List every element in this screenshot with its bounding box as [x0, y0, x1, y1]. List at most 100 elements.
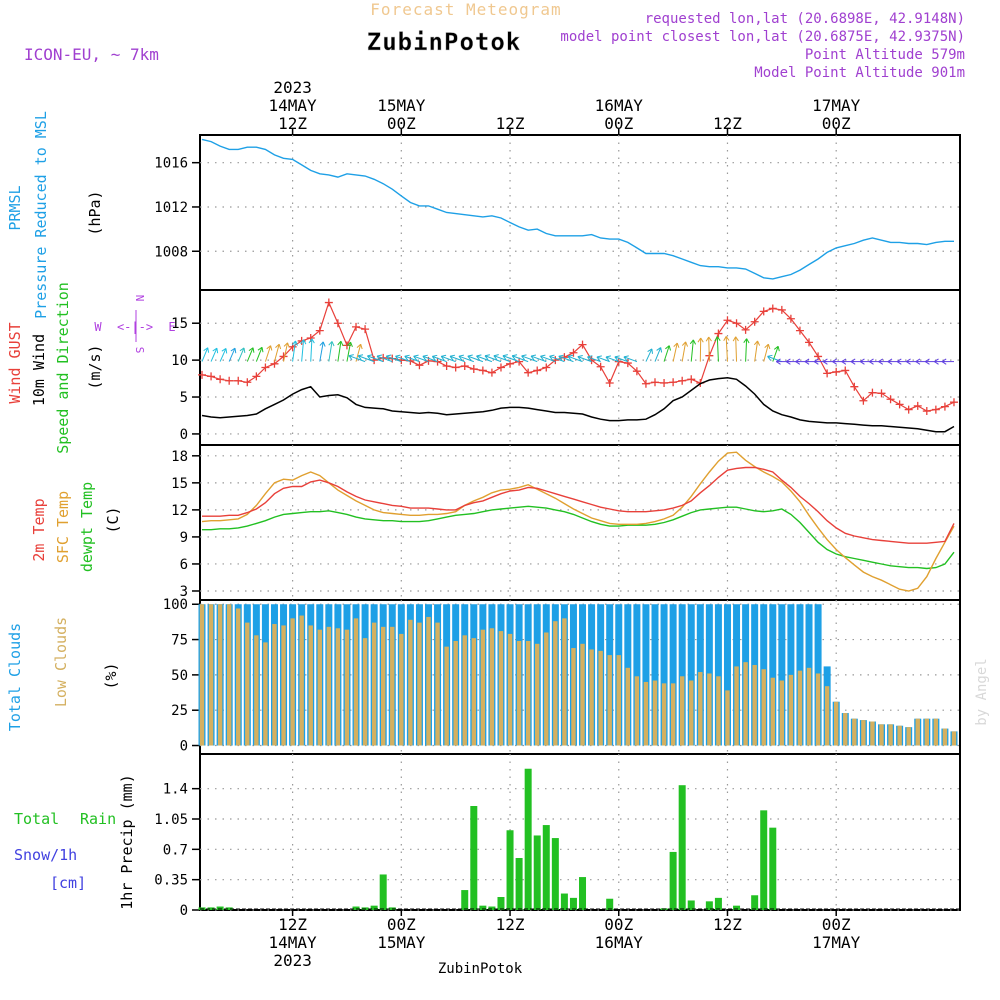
- gust-marker: [886, 395, 895, 404]
- low-cloud-bar: [326, 626, 332, 746]
- gust-marker: [578, 340, 587, 349]
- gust-marker: [524, 368, 533, 377]
- wind-arrow: [690, 339, 694, 362]
- low-cloud-bar: [661, 683, 667, 746]
- wind-arrow-head: [521, 354, 527, 361]
- gust-marker: [651, 378, 659, 387]
- wind-arrow-head: [767, 354, 773, 361]
- low-cloud-bar: [571, 648, 576, 746]
- wind-arrow-head: [319, 341, 326, 347]
- low-cloud-bar: [399, 633, 404, 746]
- pressure-line: [201, 138, 954, 280]
- rain-bar: [678, 785, 686, 910]
- rain-bar: [461, 890, 469, 910]
- time-top-label: 12Z: [713, 114, 742, 133]
- wind-arrow: [319, 341, 324, 362]
- rain-bar: [542, 825, 550, 910]
- temp-ytick-label: 9: [180, 530, 188, 546]
- wind-arrow: [328, 341, 333, 362]
- wind-arrow-head: [878, 358, 884, 365]
- wind-arrow-head: [502, 354, 508, 360]
- wind-arrow: [521, 355, 538, 363]
- gust-marker: [768, 304, 777, 313]
- wind-arrow: [530, 355, 547, 363]
- gust-marker: [750, 317, 759, 326]
- wind-arrow: [337, 341, 342, 362]
- gust-marker: [949, 398, 958, 407]
- rain-bar: [606, 898, 614, 910]
- precip-ytick-label: 0.35: [154, 873, 188, 889]
- wind-arrow: [395, 355, 411, 363]
- rain-bar: [524, 768, 532, 910]
- wind-arrow: [201, 347, 209, 362]
- gust-marker: [913, 401, 922, 410]
- low-cloud-bar: [734, 666, 739, 746]
- low-cloud-bar: [743, 662, 748, 746]
- time-top-label: 00Z: [387, 114, 416, 133]
- wind-arrow-head: [841, 358, 847, 365]
- low-cloud-bar: [652, 680, 658, 746]
- low-cloud-bar: [634, 676, 640, 746]
- wind-arrow-head: [221, 348, 228, 354]
- precip-ytick-label: 1.05: [154, 812, 188, 828]
- wind-arrow: [432, 355, 447, 363]
- wind-ytick-label: 10: [171, 353, 188, 369]
- wind-arrow: [708, 336, 710, 362]
- gust-marker: [732, 319, 741, 328]
- rain-bar: [579, 877, 587, 910]
- low-cloud-bar: [679, 676, 685, 746]
- low-cloud-bar: [725, 690, 730, 746]
- wind-arrow: [493, 355, 511, 363]
- low-cloud-bar: [353, 618, 359, 746]
- gust-marker: [460, 362, 469, 371]
- wind-arrow: [767, 355, 783, 363]
- wind-arrow-head: [850, 358, 856, 365]
- total-cloud-bar: [633, 604, 641, 746]
- compass-e: E: [168, 320, 175, 334]
- low-cloud-bar: [806, 667, 812, 746]
- wind-arrow-head: [665, 345, 671, 351]
- wind-arrow: [512, 355, 529, 363]
- wind-arrow-head: [328, 341, 335, 347]
- low-cloud-bar: [408, 619, 413, 746]
- low-cloud-bar: [879, 724, 884, 746]
- precip-rain-label: Rain: [80, 810, 116, 828]
- gust-marker: [660, 379, 669, 387]
- low-cloud-bar: [317, 629, 322, 746]
- time-top-label: 00Z: [604, 114, 633, 133]
- gust-marker: [805, 338, 814, 347]
- wind-speed-line: [201, 377, 955, 433]
- pressure-ytick-label: 1012: [154, 200, 188, 216]
- wind-ytick-label: 5: [180, 390, 188, 406]
- precip-unit-label: 1hr Precip (mm): [118, 774, 136, 909]
- wind-arrow-head: [257, 346, 264, 353]
- wind-arrow-head: [449, 354, 456, 361]
- wind-arrow: [587, 356, 601, 363]
- gust-marker: [723, 316, 732, 325]
- temp-unit: (C): [104, 506, 122, 533]
- wind-arrow-head: [248, 347, 255, 353]
- wind-gust-label: Wind GUST: [6, 322, 24, 403]
- low-cloud-bar: [344, 629, 350, 746]
- wind-arrow-head: [291, 340, 299, 346]
- low-cloud-bar: [426, 616, 431, 746]
- gust-marker: [687, 375, 696, 384]
- wind-arrow-head: [705, 336, 712, 342]
- rain-bar: [714, 897, 722, 910]
- time-bottom-label: 17MAY: [812, 933, 861, 952]
- wind-arrow: [292, 340, 296, 362]
- wind-arrow: [422, 355, 438, 363]
- gust-marker: [569, 348, 578, 357]
- gust-marker: [225, 376, 234, 385]
- wind-arrow-head: [348, 354, 354, 360]
- wind-arrow: [484, 355, 502, 363]
- wind-arrow-head: [385, 354, 392, 361]
- wind-arrow-head: [346, 341, 353, 347]
- wind-arrow: [567, 355, 583, 363]
- rain-bar: [515, 858, 523, 910]
- low-cloud-bar: [852, 718, 857, 746]
- gust-marker: [487, 368, 496, 377]
- gust-marker: [759, 307, 768, 316]
- gust-marker: [451, 363, 460, 372]
